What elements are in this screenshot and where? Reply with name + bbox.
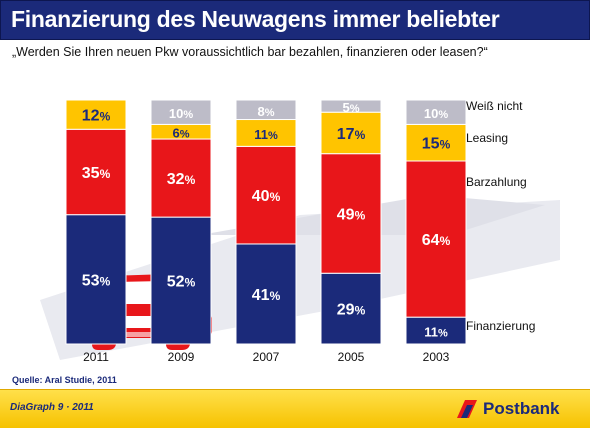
legend: Finanzierung Barzahlung Leasing Weiß nicht xyxy=(466,99,535,333)
bar-wei-nicht-2003 xyxy=(405,99,467,125)
data-label: 29% xyxy=(337,302,366,319)
bars-layer xyxy=(65,99,467,345)
bar-finanzierung-2003 xyxy=(405,316,467,345)
brand-name: Postbank xyxy=(483,399,560,418)
x-tick-label: 2007 xyxy=(253,350,280,364)
bar-leasing-2011 xyxy=(65,99,127,130)
legend-entry: Finanzierung xyxy=(466,319,535,333)
bar-wei-nicht-2005 xyxy=(320,99,382,113)
source-note: Quelle: Aral Studie, 2011 xyxy=(12,375,117,385)
bar-barzahlung-2007 xyxy=(235,145,297,245)
x-axis: 2011 2009 2007 2005 2003 xyxy=(83,350,450,364)
legend-entry: Weiß nicht xyxy=(466,99,523,113)
data-label: 10% xyxy=(169,106,193,121)
bar-leasing-2005 xyxy=(320,111,382,155)
legend-entry: Barzahlung xyxy=(466,175,527,189)
data-label: 10% xyxy=(424,106,448,121)
data-label: 17% xyxy=(337,126,366,143)
data-label: 15% xyxy=(422,136,451,153)
legend-entry: Leasing xyxy=(466,131,508,145)
x-tick-label: 2009 xyxy=(168,350,195,364)
data-label: 5% xyxy=(342,100,359,115)
value-labels-layer: 53% 35% 12% 52% 32% 6% 10% 41% 40% 11% 8% 29% 49% 17%… xyxy=(82,100,451,339)
bar-barzahlung-2005 xyxy=(320,153,382,274)
x-tick-label: 2011 xyxy=(83,350,109,364)
data-label: 11% xyxy=(254,127,278,142)
data-label: 11% xyxy=(424,325,448,340)
data-label: 52% xyxy=(167,274,196,291)
footer-bar: DiaGraph 9 · 2011 Postbank xyxy=(0,389,590,428)
x-tick-label: 2003 xyxy=(423,350,450,364)
data-label: 53% xyxy=(82,272,111,289)
bar-finanzierung-2007 xyxy=(235,243,297,345)
data-label: 40% xyxy=(252,188,281,205)
data-label: 8% xyxy=(257,104,274,119)
bar-wei-nicht-2009 xyxy=(150,99,212,125)
survey-question: „Werden Sie Ihren neuen Pkw voraussichtl… xyxy=(12,45,488,59)
footer-label: DiaGraph 9 · 2011 xyxy=(10,402,94,413)
data-label: 35% xyxy=(82,165,111,182)
data-label: 6% xyxy=(172,126,189,141)
data-label: 12% xyxy=(82,108,111,125)
title-bar: Finanzierung des Neuwagens immer beliebt… xyxy=(0,0,590,40)
bar-barzahlung-2009 xyxy=(150,138,212,218)
bar-finanzierung-2009 xyxy=(150,216,212,345)
bar-finanzierung-2005 xyxy=(320,272,382,345)
bar-barzahlung-2003 xyxy=(405,160,467,318)
bar-finanzierung-2011 xyxy=(65,214,127,345)
bar-wei-nicht-2007 xyxy=(235,99,297,121)
chart-title: Finanzierung des Neuwagens immer beliebt… xyxy=(11,6,500,32)
bar-leasing-2007 xyxy=(235,119,297,147)
postbank-logo-icon xyxy=(457,400,477,418)
data-label: 32% xyxy=(167,171,196,188)
data-label: 41% xyxy=(252,287,281,304)
bar-barzahlung-2011 xyxy=(65,128,127,216)
data-label: 49% xyxy=(337,206,366,223)
x-tick-label: 2005 xyxy=(338,350,365,364)
data-label: 64% xyxy=(422,232,451,249)
